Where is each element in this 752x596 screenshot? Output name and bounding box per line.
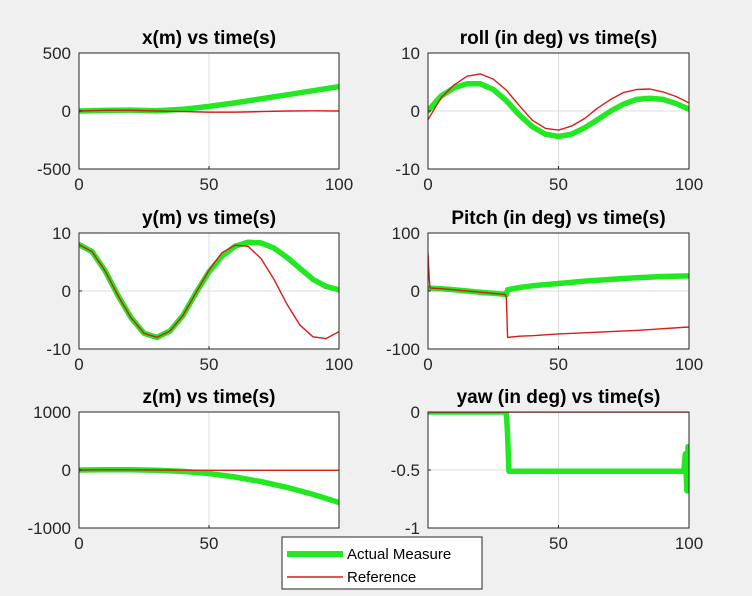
y-tick-label: -500 bbox=[37, 160, 71, 179]
x-tick-label: 100 bbox=[675, 534, 703, 553]
series-reference bbox=[79, 243, 339, 340]
y-tick-label: -100 bbox=[386, 340, 420, 359]
x-tick-label: 0 bbox=[74, 534, 83, 553]
y-tick-label: 500 bbox=[43, 44, 71, 63]
y-tick-label: 100 bbox=[392, 224, 420, 243]
legend-box bbox=[281, 536, 483, 590]
x-tick-label: 100 bbox=[325, 175, 353, 194]
y-tick-label: -1 bbox=[405, 519, 420, 538]
y-tick-label: -0.5 bbox=[391, 461, 420, 480]
y-tick-label: -10 bbox=[46, 340, 71, 359]
y-tick-label: 0 bbox=[411, 282, 420, 301]
x-tick-label: 0 bbox=[74, 355, 83, 374]
y-tick-label: 0 bbox=[62, 461, 71, 480]
legend-reference-label: Reference bbox=[347, 569, 416, 586]
y-tick-label: 0 bbox=[62, 282, 71, 301]
series-reference bbox=[428, 252, 689, 339]
series-actual-measure bbox=[428, 412, 689, 494]
legend-actual-label: Actual Measure bbox=[347, 546, 451, 563]
subplot-title: roll (in deg) vs time(s) bbox=[460, 28, 657, 49]
subplot-title: x(m) vs time(s) bbox=[142, 28, 276, 49]
series-reference bbox=[79, 109, 339, 113]
x-tick-label: 0 bbox=[74, 175, 83, 194]
subplot-title: z(m) vs time(s) bbox=[142, 387, 275, 408]
y-tick-label: 10 bbox=[52, 224, 71, 243]
x-tick-label: 100 bbox=[675, 355, 703, 374]
x-tick-label: 100 bbox=[675, 175, 703, 194]
y-tick-label: -10 bbox=[395, 160, 420, 179]
y-tick-label: 0 bbox=[62, 102, 71, 121]
x-tick-label: 50 bbox=[549, 534, 568, 553]
x-tick-label: 50 bbox=[549, 355, 568, 374]
subplot-title: Pitch (in deg) vs time(s) bbox=[451, 208, 665, 229]
y-tick-label: -1000 bbox=[28, 519, 71, 538]
subplot-title: yaw (in deg) vs time(s) bbox=[457, 387, 661, 408]
series-actual-measure bbox=[428, 80, 689, 140]
series-reference bbox=[79, 469, 339, 471]
y-tick-label: 1000 bbox=[33, 403, 71, 422]
x-tick-label: 50 bbox=[549, 175, 568, 194]
x-tick-label: 0 bbox=[423, 355, 432, 374]
x-tick-label: 0 bbox=[423, 175, 432, 194]
x-tick-label: 100 bbox=[325, 355, 353, 374]
x-tick-label: 50 bbox=[200, 534, 219, 553]
x-tick-label: 50 bbox=[200, 355, 219, 374]
legend: Actual Measure Reference bbox=[281, 536, 483, 590]
series-reference bbox=[428, 73, 689, 131]
y-tick-label: 0 bbox=[411, 102, 420, 121]
y-tick-label: 0 bbox=[411, 403, 420, 422]
subplot-title: y(m) vs time(s) bbox=[142, 208, 276, 229]
y-tick-label: 10 bbox=[401, 44, 420, 63]
x-tick-label: 50 bbox=[200, 175, 219, 194]
